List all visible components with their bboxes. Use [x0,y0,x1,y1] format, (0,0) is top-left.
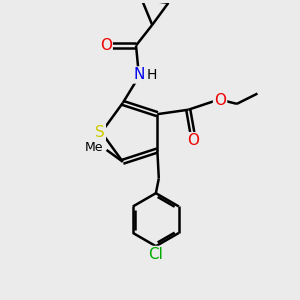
Text: O: O [100,38,112,53]
Text: O: O [187,133,199,148]
Text: O: O [214,93,226,108]
Text: Cl: Cl [148,247,163,262]
Text: N: N [133,68,145,82]
Text: Me: Me [85,140,103,154]
Text: S: S [95,125,105,140]
Text: H: H [146,68,157,82]
